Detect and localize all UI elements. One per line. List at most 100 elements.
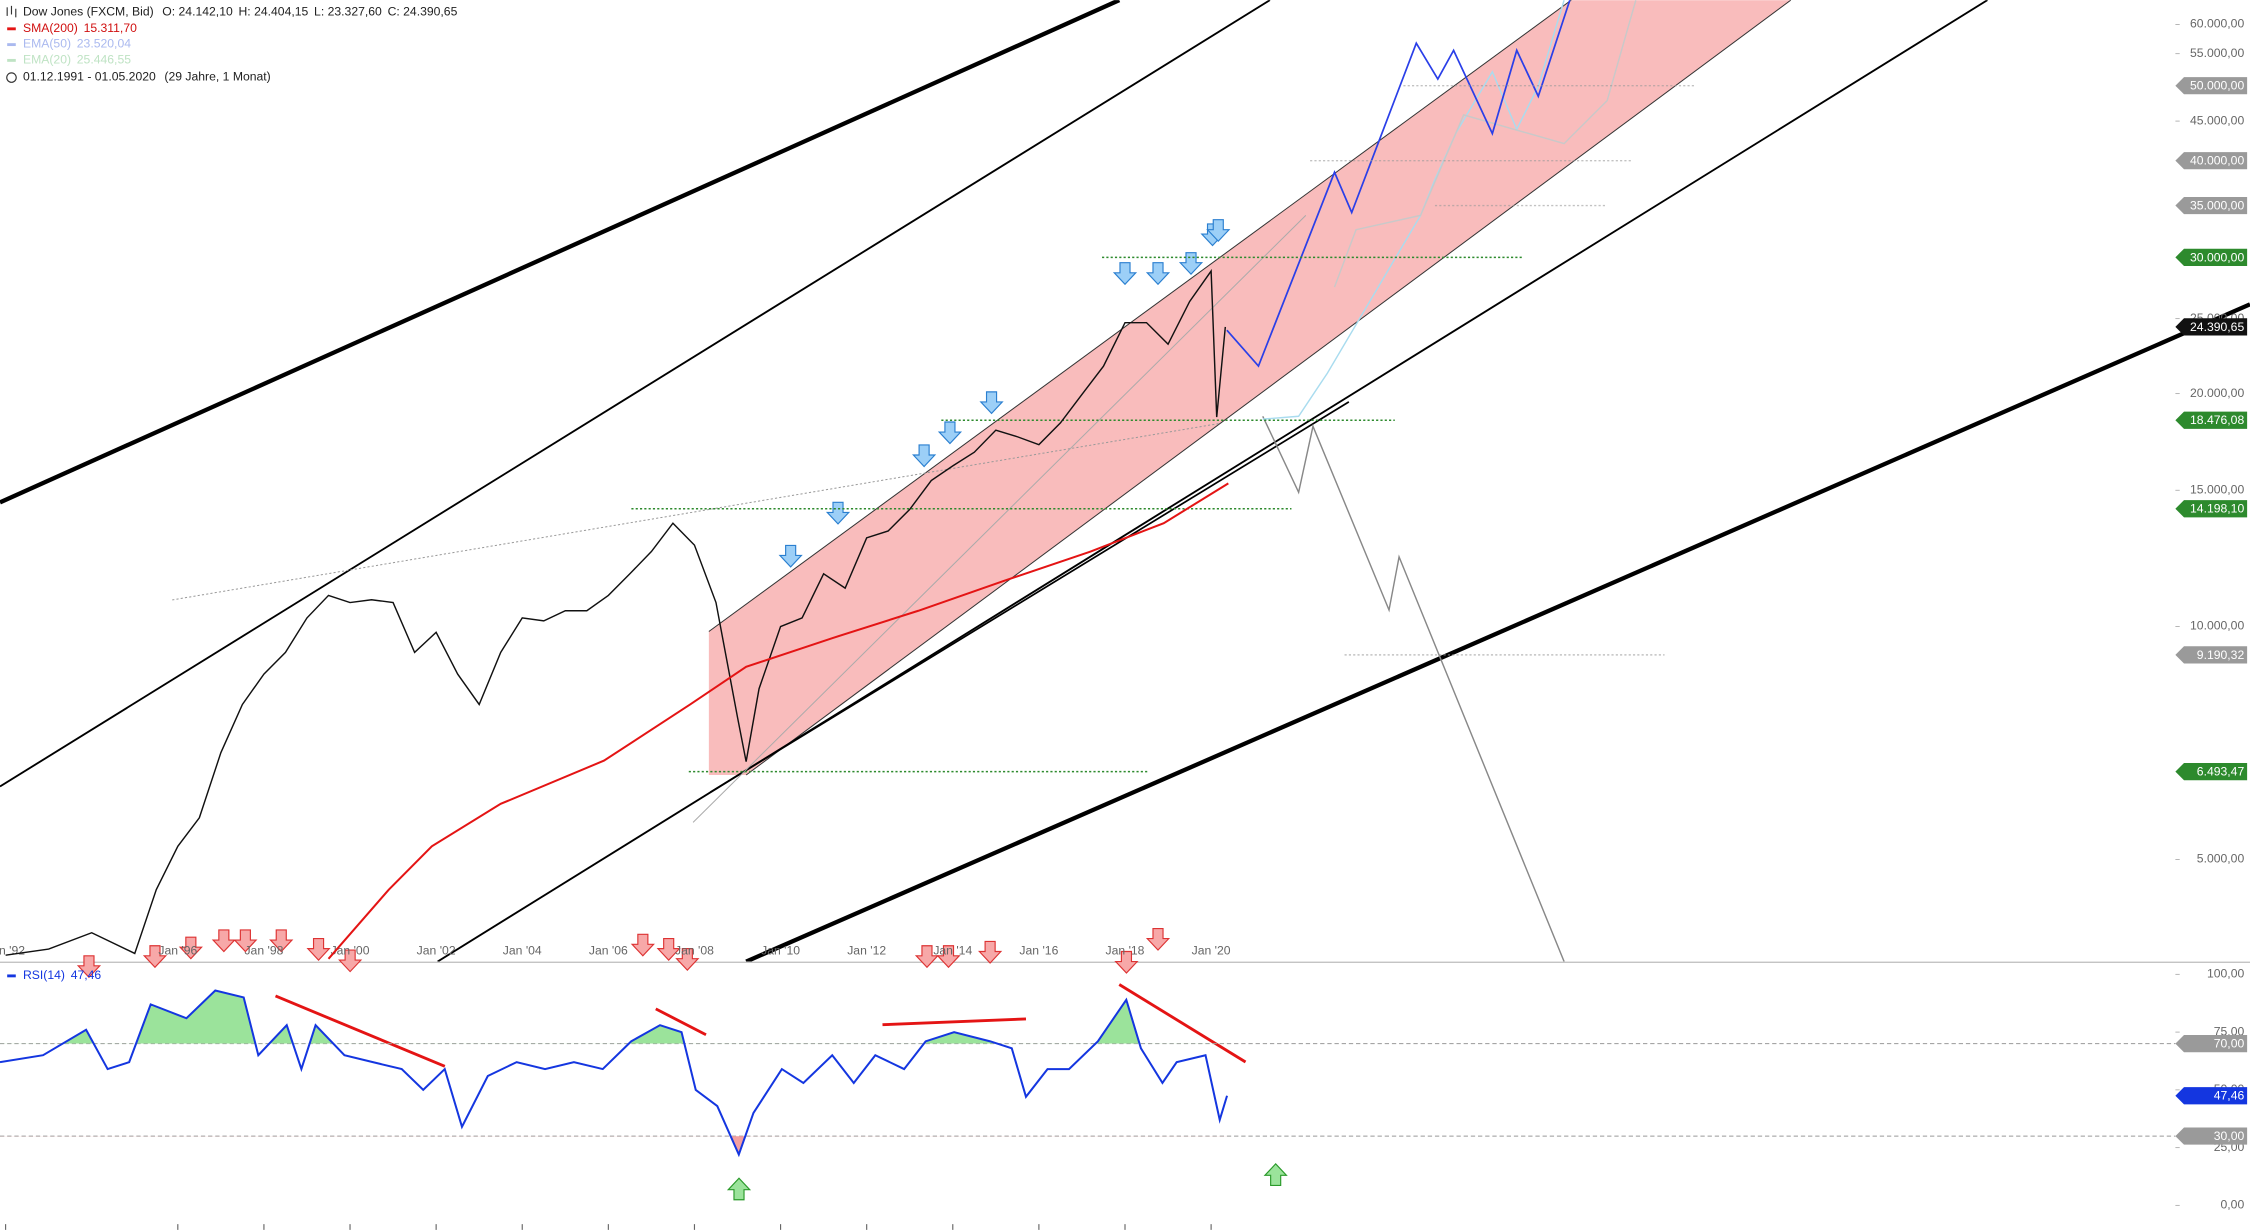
x-tick-label: Jan '96 [158,944,197,958]
x-tick-label: Jan '20 [1192,944,1231,958]
level-badge: 14.198,10 [2175,500,2248,518]
x-tick-label: Jan '16 [1019,944,1058,958]
channel-line [745,0,1792,776]
projection-grey [1262,415,1565,962]
level-badge-label: 6.493,47 [2197,765,2245,779]
rsi-legend: RSI(14) 47,46 [23,968,101,982]
rsi-current-badge-label: 47,46 [2214,1089,2245,1103]
level-badge-shape [2175,152,2248,170]
chart-icon [6,5,17,18]
level-badge-label: 9.190,32 [2197,648,2245,662]
legend-value: 15.311,70 [84,21,138,35]
trend-line [0,0,1121,505]
x-tick-label: Jan '14 [933,944,972,958]
y-tick-label: 5.000,00 [2197,852,2245,866]
trend-line [437,0,1988,962]
level-badge-label: 18.476,08 [2190,413,2244,427]
level-badge-label: 40.000,00 [2190,154,2244,168]
drawings [0,0,2250,962]
divergence-line [882,1017,1027,1027]
y-tick-label: 0,00 [2221,1198,2245,1212]
rsi-overbought-fill [0,990,1228,1044]
rsi-title: RSI(14) [23,968,65,982]
rsi-level-badge-label: 30,00 [2214,1129,2245,1143]
y-tick-label: 55.000,00 [2190,46,2244,60]
trend-line [709,401,1350,793]
rsi-current-badge-shape [2175,1087,2248,1105]
channel-line [708,0,1572,632]
legend-name: EMA(50) [23,37,71,51]
x-tick-label: Jan '12 [847,944,886,958]
level-badge: 50.000,00 [2175,77,2248,95]
rsi-level-badge-shape [2175,1127,2248,1145]
rsi-level-badge-label: 70,00 [2214,1037,2245,1051]
level-badge: 6.493,47 [2175,763,2248,781]
channel-fill [708,0,1791,775]
level-badge-label: 50.000,00 [2190,79,2244,93]
legend-name: EMA(20) [23,53,71,67]
rsi-value: 47,46 [71,968,102,982]
x-tick-label: Jan '02 [417,944,456,958]
level-badge-label: 24.390,65 [2190,320,2244,334]
level-badge: 24.390,65 [2175,318,2248,336]
y-tick-label: 15.000,00 [2190,482,2244,496]
header: Dow Jones (FXCM, Bid) O: 24.142,10 H: 24.4… [6,5,458,84]
stat: O: 24.142,10 [162,5,233,19]
rsi-current-badge: 47,46 [2175,1087,2248,1105]
level-badge: 9.190,32 [2175,646,2248,664]
level-badge-shape [2175,500,2248,518]
legend-entry: SMA(200) 15.311,70 [23,21,137,35]
projection-blue [1226,0,1571,368]
header-line: Dow Jones (FXCM, Bid) O: 24.142,10 H: 24.4… [23,5,458,19]
divergence-line [1118,983,1247,1064]
stat: H: 24.404,15 [239,5,309,19]
rsi-level-badge: 70,00 [2175,1035,2248,1053]
level-badge-shape [2175,196,2248,215]
legend-value: 25.446,55 [77,53,131,67]
sma-line [327,482,1229,960]
level-badge-shape [2175,318,2248,336]
divergence-line [274,994,446,1068]
legend-value: 23.520,04 [77,37,131,51]
stat: L: 23.327,60 [314,5,382,19]
date-line: 01.12.1991 - 01.05.2020 (29 Jahre, 1 Mona… [23,70,271,84]
level-badge-label: 30.000,00 [2190,250,2244,264]
x-tick-label: Jan '06 [589,944,628,958]
divergence-line [655,1007,707,1036]
rsi-level-badge: 30,00 [2175,1127,2248,1145]
y-tick-label: 10.000,00 [2190,619,2244,633]
level-badge: 18.476,08 [2175,411,2248,429]
rsi-line [0,989,1229,1158]
x-tick-label: Jan '98 [244,944,283,958]
trend-line [0,0,1271,788]
x-tick-label: Jan '18 [1106,944,1145,958]
level-badge-shape [2175,248,2248,266]
projection-faint [1333,0,1637,288]
legend-name: SMA(200) [23,21,78,35]
price-pane [5,268,1229,960]
x-tick-label: Jan '00 [331,944,370,958]
level-badge-shape [2175,763,2248,781]
y-tick-label: 20.000,00 [2190,386,2244,400]
y-tick-label: 45.000,00 [2190,113,2244,127]
y-tick-label: 75,00 [2214,1024,2245,1038]
legend-entry: EMA(50) 23.520,04 [23,37,131,51]
level-badge: 35.000,00 [2175,196,2248,215]
rsi-level-badge-shape [2175,1035,2248,1053]
clock-icon [6,72,17,83]
level-badge-label: 35.000,00 [2190,198,2244,212]
x-tick-label: Jan '92 [0,944,25,958]
x-tick-label: Jan '10 [761,944,800,958]
level-badge-label: 14.198,10 [2190,502,2244,516]
price-line [5,268,1227,956]
dotted-line [172,422,1220,601]
level-badge-shape [2175,646,2248,664]
level-badge-shape [2175,77,2248,95]
date-range: 01.12.1991 - 01.05.2020 [23,70,156,84]
x-tick-label: Jan '04 [503,944,542,958]
stat: C: 24.390,65 [388,5,458,19]
y-tick-label: 100,00 [2207,967,2244,981]
